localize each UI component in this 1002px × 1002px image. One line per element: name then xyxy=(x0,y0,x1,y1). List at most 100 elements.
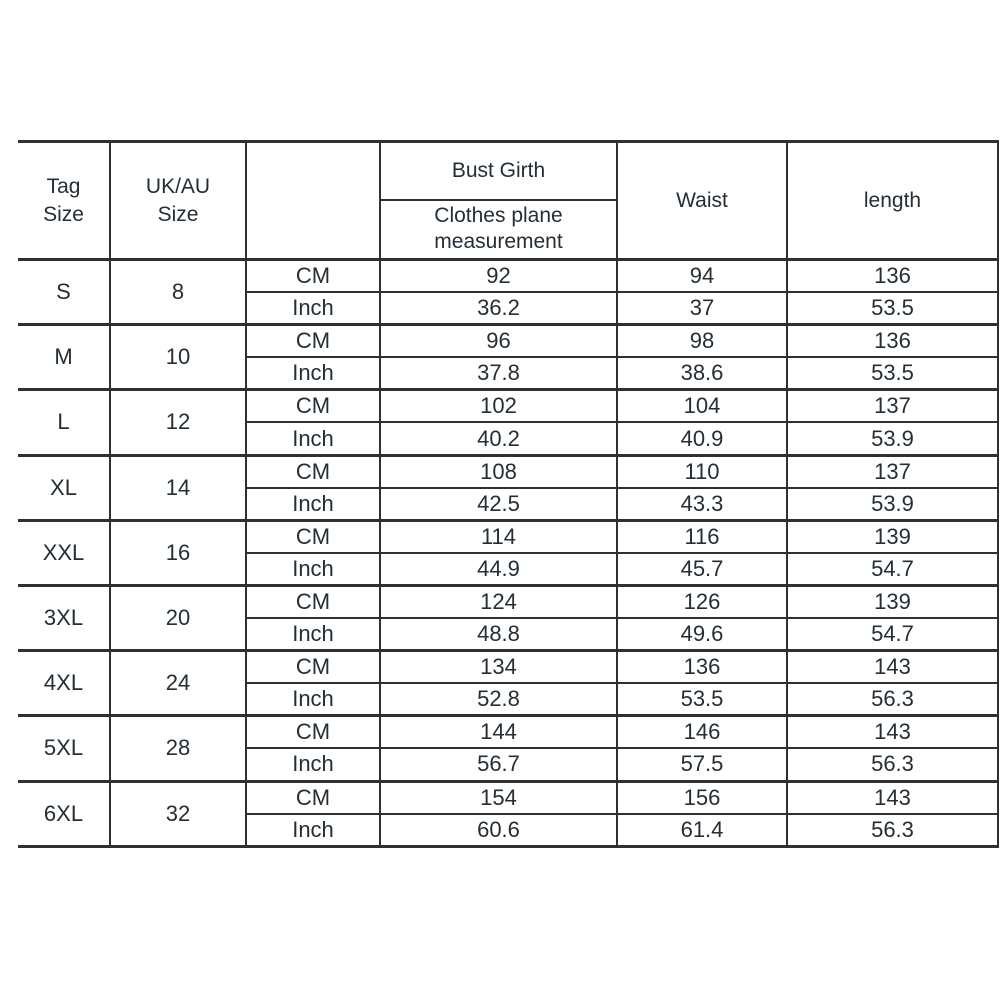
size-row-inch: Inch 36.2 37 53.5 xyxy=(18,291,999,326)
waist-value-cell: 146 xyxy=(616,714,788,750)
waist-value-cell: 40.9 xyxy=(616,421,788,457)
waist-value-cell: 57.5 xyxy=(616,747,788,782)
ukau-size-cell: 12 xyxy=(109,388,247,457)
bust-value-cell: 40.2 xyxy=(379,421,618,457)
waist-value-cell: 53.5 xyxy=(616,682,788,717)
header-row-sub: Clothes plane measurement xyxy=(18,198,998,261)
length-value-cell: 56.3 xyxy=(786,747,999,782)
bust-value-cell: 48.8 xyxy=(379,617,618,652)
length-value-cell: 56.3 xyxy=(786,812,999,848)
unit-label-cell: Inch xyxy=(245,682,381,717)
size-row-cm: 5XL 28 CM 144 146 143 xyxy=(18,714,999,783)
size-table-body: S 8 CM 92 94 136 Inch 36.2 37 53.5 M 10 CM 96 98 136 Inc… xyxy=(18,257,999,848)
length-value-cell: 56.3 xyxy=(786,682,999,717)
waist-value-cell: 116 xyxy=(616,518,788,554)
bust-value-cell: 52.8 xyxy=(379,682,618,717)
header-length: length xyxy=(786,140,999,261)
waist-value-cell: 43.3 xyxy=(616,486,788,522)
unit-label-cell: Inch xyxy=(245,421,381,457)
header-tag-size: Tag Size xyxy=(18,140,111,261)
tag-size-cell: XXL xyxy=(18,518,111,587)
length-value-cell: 143 xyxy=(786,779,999,815)
size-row-cm: 6XL 32 CM 154 156 143 xyxy=(18,779,999,848)
size-row-cm: XL 14 CM 108 110 137 xyxy=(18,453,999,522)
size-row-cm: M 10 CM 96 98 136 xyxy=(18,323,999,391)
unit-label-cell: Inch xyxy=(245,812,381,848)
unit-label-cell: Inch xyxy=(245,291,381,326)
bust-value-cell: 144 xyxy=(379,714,618,750)
size-row-cm: XXL 16 CM 114 116 139 xyxy=(18,518,999,587)
unit-label-cell: CM xyxy=(245,779,381,815)
unit-label-cell: Inch xyxy=(245,617,381,652)
waist-value-cell: 136 xyxy=(616,649,788,685)
bust-value-cell: 60.6 xyxy=(379,812,618,848)
size-row-cm: 4XL 24 CM 134 136 143 xyxy=(18,649,999,717)
tag-size-cell: M xyxy=(18,323,111,391)
bust-value-cell: 124 xyxy=(379,583,618,620)
size-row-inch: Inch 52.8 53.5 56.3 xyxy=(18,682,999,717)
ukau-size-cell: 20 xyxy=(109,583,247,652)
unit-label-cell: CM xyxy=(245,583,381,620)
length-value-cell: 137 xyxy=(786,453,999,489)
bust-value-cell: 42.5 xyxy=(379,486,618,522)
ukau-size-cell: 24 xyxy=(109,649,247,717)
size-row-inch: Inch 44.9 45.7 54.7 xyxy=(18,551,999,587)
size-row-inch: Inch 48.8 49.6 54.7 xyxy=(18,617,999,652)
tag-size-cell: L xyxy=(18,388,111,457)
bust-value-cell: 114 xyxy=(379,518,618,554)
ukau-size-cell: 16 xyxy=(109,518,247,587)
unit-label-cell: CM xyxy=(245,388,381,424)
bust-value-cell: 36.2 xyxy=(379,291,618,326)
bust-value-cell: 108 xyxy=(379,453,618,489)
unit-label-cell: CM xyxy=(245,258,381,294)
unit-label-cell: Inch xyxy=(245,551,381,587)
tag-size-cell: S xyxy=(18,257,111,326)
size-row-cm: 3XL 20 CM 124 126 139 xyxy=(18,583,999,652)
unit-label-cell: CM xyxy=(245,453,381,489)
size-chart-header: Tag Size UK/AU Size Bust Girth Waist len… xyxy=(18,140,999,261)
unit-label-cell: CM xyxy=(245,518,381,554)
header-ukau-size-label: UK/AU Size xyxy=(145,175,211,226)
waist-value-cell: 45.7 xyxy=(616,551,788,587)
bust-value-cell: 154 xyxy=(379,779,618,815)
length-value-cell: 53.9 xyxy=(786,486,999,522)
waist-value-cell: 98 xyxy=(616,323,788,359)
waist-value-cell: 49.6 xyxy=(616,617,788,652)
waist-value-cell: 61.4 xyxy=(616,812,788,848)
waist-value-cell: 37 xyxy=(616,291,788,326)
header-ukau-size: UK/AU Size xyxy=(109,140,247,261)
header-bust-girth-sub: Clothes plane measurement xyxy=(379,198,618,261)
waist-value-cell: 104 xyxy=(616,388,788,424)
length-value-cell: 139 xyxy=(786,583,999,620)
ukau-size-cell: 8 xyxy=(109,257,247,326)
length-value-cell: 136 xyxy=(786,258,999,294)
length-value-cell: 54.7 xyxy=(786,551,999,587)
size-row-cm: S 8 CM 92 94 136 xyxy=(18,257,999,326)
length-value-cell: 143 xyxy=(786,714,999,750)
header-row-top: Tag Size UK/AU Size Bust Girth Waist len… xyxy=(18,140,999,261)
size-row-inch: Inch 37.8 38.6 53.5 xyxy=(18,356,999,391)
length-value-cell: 143 xyxy=(786,649,999,685)
bust-value-cell: 96 xyxy=(379,323,618,359)
tag-size-cell: 6XL xyxy=(18,779,111,848)
size-chart-table: Tag Size UK/AU Size Bust Girth Waist len… xyxy=(18,140,999,848)
ukau-size-cell: 10 xyxy=(109,323,247,391)
header-bust-girth-sub-label: Clothes plane measurement xyxy=(434,204,563,254)
waist-value-cell: 156 xyxy=(616,779,788,815)
length-value-cell: 136 xyxy=(786,323,999,359)
size-row-inch: Inch 60.6 61.4 56.3 xyxy=(18,812,999,848)
tag-size-cell: 5XL xyxy=(18,714,111,783)
unit-label-cell: CM xyxy=(245,323,381,359)
unit-label-cell: CM xyxy=(245,714,381,750)
bust-value-cell: 134 xyxy=(379,649,618,685)
size-row-cm: L 12 CM 102 104 137 xyxy=(18,388,999,457)
length-value-cell: 53.9 xyxy=(786,421,999,457)
size-row-inch: Inch 42.5 43.3 53.9 xyxy=(18,486,999,522)
waist-value-cell: 38.6 xyxy=(616,356,788,391)
tag-size-cell: 3XL xyxy=(18,583,111,652)
bust-value-cell: 44.9 xyxy=(379,551,618,587)
header-unit-column xyxy=(245,140,381,261)
bust-value-cell: 102 xyxy=(379,388,618,424)
bust-value-cell: 37.8 xyxy=(379,356,618,391)
ukau-size-cell: 28 xyxy=(109,714,247,783)
